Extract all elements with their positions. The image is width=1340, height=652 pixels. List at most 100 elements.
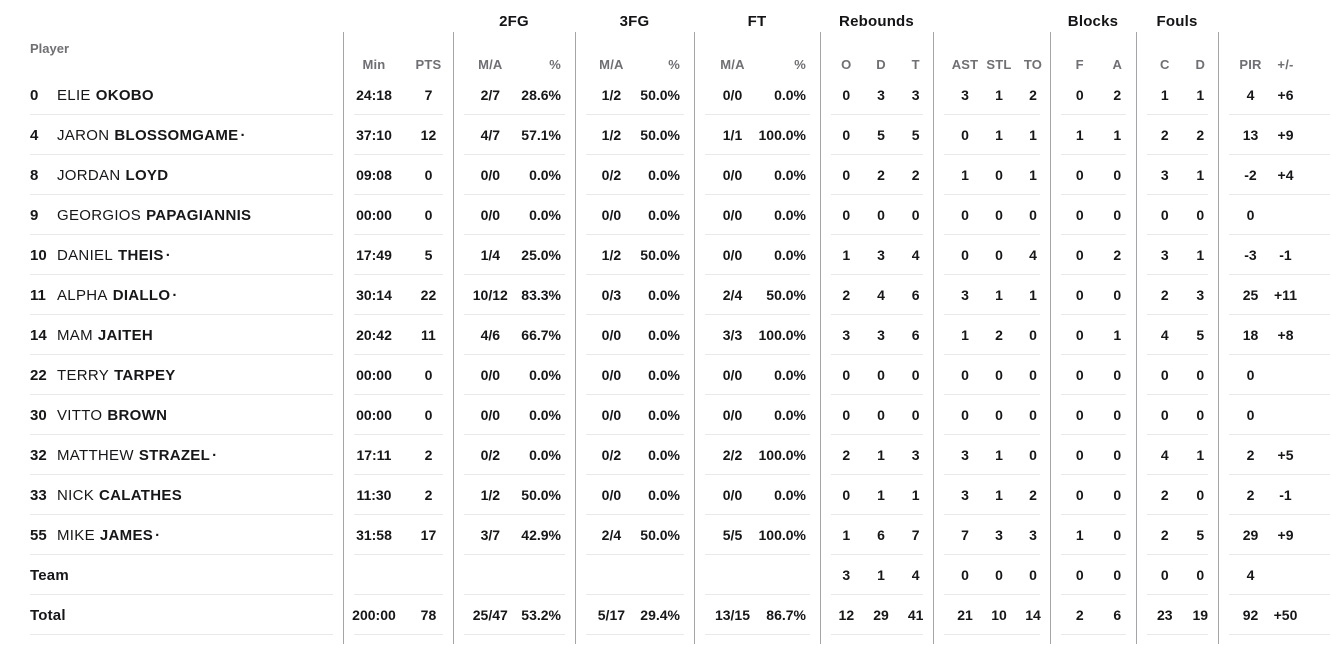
- stat-ast: 1: [961, 167, 969, 183]
- stat-2fg-pct: 42.9%: [521, 527, 561, 543]
- stat-3fg-pct: [647, 555, 694, 595]
- player-first-name: GEORGIOS: [57, 206, 142, 224]
- stat-ast: 0: [961, 567, 969, 583]
- player-last-name: TARPEY: [114, 366, 176, 384]
- stat-region: 1/2 50.0%: [575, 235, 694, 275]
- stat-foul-d: 0: [1196, 207, 1205, 223]
- player-last-name: BROWN: [107, 406, 168, 424]
- stat-min: 00:00: [356, 367, 392, 383]
- stat-3fg-ma: 5/17: [597, 607, 626, 623]
- stat-3fg-pct: 0.0%: [648, 207, 680, 223]
- stat-ft-pct: 86.7%: [766, 607, 806, 623]
- stat-block-a: 0: [1113, 447, 1122, 463]
- stat-ft-ma: 0/0: [722, 167, 743, 183]
- stat-region: 10/12 83.3%: [453, 275, 575, 315]
- stat-reb-d: 29: [873, 607, 889, 623]
- stat-ft-pct: 100.0%: [758, 447, 806, 463]
- stat-block-f: 0: [1075, 167, 1084, 183]
- player-row[interactable]: 55 MIKE JAMES · 31:58 17 3/7 42.9% 2/4 50.0% 5/5 10…: [0, 515, 1340, 555]
- player-cell: 8 JORDAN LOYD: [0, 155, 343, 195]
- stat-reb-t: 4: [911, 567, 920, 583]
- col-header-ast: AST: [951, 57, 979, 72]
- player-row[interactable]: 30 VITTO BROWN 00:00 0 0/0 0.0% 0/0 0.0% 0/0 0.0% 0…: [0, 395, 1340, 435]
- stat-block-f: 0: [1075, 367, 1084, 383]
- stat-stl: 10: [991, 607, 1007, 623]
- player-row[interactable]: 0 ELIE OKOBO 24:18 7 2/7 28.6% 1/2 50.0% 0/0 0.0% 0…: [0, 75, 1340, 115]
- stat-reb-o: 1: [842, 527, 851, 543]
- stat-region: 0/0 0.0%: [575, 315, 694, 355]
- player-row[interactable]: 14 MAM JAITEH 20:42 11 4/6 66.7% 0/0 0.0% 3/3 100.…: [0, 315, 1340, 355]
- header-region-minpts: Min PTS: [343, 32, 453, 75]
- stat-to: 1: [1029, 167, 1037, 183]
- stat-foul-c: 0: [1160, 367, 1169, 383]
- player-row[interactable]: 9 GEORGIOS PAPAGIANNIS 00:00 0 0/0 0.0% 0/0 0.0%…: [0, 195, 1340, 235]
- stat-region: 13 +9: [1218, 115, 1340, 155]
- player-row[interactable]: 33 NICK CALATHES 11:30 2 1/2 50.0% 0/0 0.0% 0/0 0.…: [0, 475, 1340, 515]
- stat-foul-c: 3: [1160, 247, 1169, 263]
- stat-3fg-ma: 0/0: [601, 327, 622, 343]
- player-cell: 30 VITTO BROWN: [0, 395, 343, 435]
- stat-region: 12 29 41: [820, 595, 933, 635]
- stat-ast: 3: [961, 487, 969, 503]
- stat-pir: 4: [1246, 87, 1255, 103]
- stat-pts: 11: [421, 327, 436, 343]
- player-row[interactable]: 32 MATTHEW STRAZEL · 17:11 2 0/2 0.0% 0/2 0.0% 2/2…: [0, 435, 1340, 475]
- stat-3fg-ma: 1/2: [601, 127, 622, 143]
- stat-reb-d: 6: [877, 527, 885, 543]
- stat-region: 1/1 100.0%: [694, 115, 820, 155]
- stat-pir: 0: [1246, 207, 1255, 223]
- player-row[interactable]: 10 DANIEL THEIS · 17:49 5 1/4 25.0% 1/2 50.0% 0/0 0…: [0, 235, 1340, 275]
- stat-ast: 0: [961, 407, 969, 423]
- stat-block-a: 0: [1113, 487, 1122, 503]
- stat-region: 0/0 0.0%: [694, 395, 820, 435]
- stat-stl: 0: [995, 167, 1003, 183]
- stat-3fg-pct: 0.0%: [648, 167, 680, 183]
- stat-block-f: 0: [1075, 247, 1084, 263]
- stat-region: 3/3 100.0%: [694, 315, 820, 355]
- stat-stl: 3: [995, 527, 1003, 543]
- stat-stl: 0: [995, 567, 1003, 583]
- stat-ft-ma: 3/3: [722, 327, 743, 343]
- player-row[interactable]: 4 JARON BLOSSOMGAME · 37:10 12 4/7 57.1% 1/2 50.0…: [0, 115, 1340, 155]
- player-first-name: JARON: [57, 126, 110, 144]
- stat-region: 0/3 0.0%: [575, 275, 694, 315]
- stat-reb-d: 2: [877, 167, 885, 183]
- stat-foul-c: 2: [1160, 287, 1169, 303]
- col-header-reb-o: O: [841, 57, 852, 72]
- jersey-number: 11: [30, 286, 46, 304]
- group-header-2fg: 2FG: [499, 13, 529, 30]
- stat-min: 30:14: [356, 287, 392, 303]
- stat-2fg-pct: 57.1%: [521, 127, 561, 143]
- header-region-pir: PIR +/-: [1218, 32, 1340, 75]
- stat-pts: 78: [420, 607, 437, 623]
- stat-foul-c: 0: [1160, 207, 1169, 223]
- player-first-name: MATTHEW: [57, 446, 134, 464]
- player-row[interactable]: 8 JORDAN LOYD 09:08 0 0/0 0.0% 0/2 0.0% 0/0 0.0% 0 2…: [0, 155, 1340, 195]
- stat-to: 0: [1029, 567, 1037, 583]
- stat-region: 0/0 0.0%: [575, 475, 694, 515]
- stat-region: 0/0 0.0%: [453, 395, 575, 435]
- stat-pts: 17: [420, 527, 437, 543]
- total-row: Total 200:00 78 25/47 53.2% 5/17 29.4% 13/15 86.…: [0, 595, 1340, 635]
- stat-block-f: 0: [1075, 567, 1084, 583]
- starter-dot: ·: [165, 246, 171, 264]
- stat-2fg-pct: 0.0%: [529, 367, 561, 383]
- stat-foul-c: 4: [1160, 327, 1169, 343]
- header-region-rebounds: O D T: [820, 32, 933, 75]
- stat-ft-ma: 0/0: [722, 407, 743, 423]
- stat-pir: 0: [1246, 407, 1255, 423]
- player-last-name: THEIS: [118, 246, 164, 264]
- stat-min: 24:18: [356, 87, 392, 103]
- col-header-pts: PTS: [415, 57, 442, 72]
- stat-region: 18 +8: [1218, 315, 1340, 355]
- col-header-player: Player: [30, 41, 70, 56]
- player-row[interactable]: 22 TERRY TARPEY 00:00 0 0/0 0.0% 0/0 0.0% 0/0 0.0%…: [0, 355, 1340, 395]
- stat-reb-t: 7: [911, 527, 920, 543]
- stat-reb-o: 2: [842, 447, 851, 463]
- stat-2fg-pct: 0.0%: [529, 207, 561, 223]
- player-row[interactable]: 11 ALPHA DIALLO · 30:14 22 10/12 83.3% 0/3 0.0% 2/…: [0, 275, 1340, 315]
